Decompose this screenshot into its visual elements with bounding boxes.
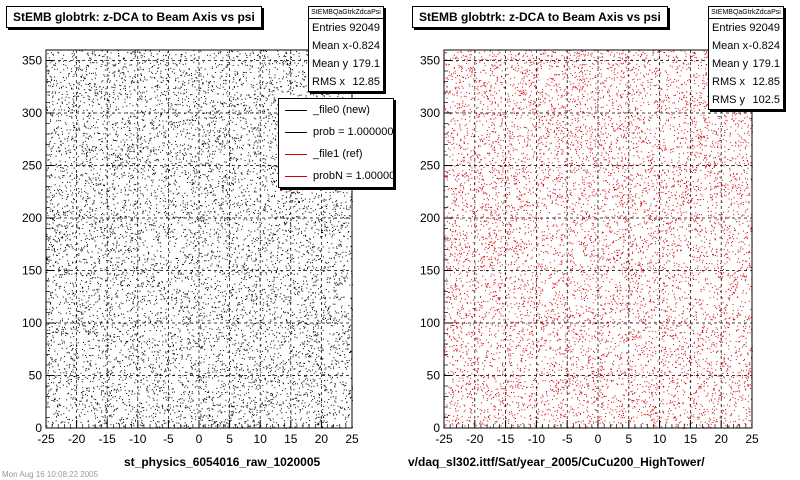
legend-line-icon [285,109,307,111]
y-tick-label: 200 [420,211,440,225]
y-tick-label: 300 [420,106,440,120]
right-stats-row: RMS y 102.5 [709,91,783,109]
x-tick-label: -5 [163,432,174,446]
x-tick-label: -20 [68,432,86,446]
right-stats-label: Mean x [712,40,749,52]
y-tick-label: 250 [22,159,42,173]
right-plot: -25 -20 -15 -10 -5 0 5 10 15 20 250501001502002503… [420,49,759,446]
left-stats-row: Mean y 179.1 [309,55,383,73]
left-stats-value: 179.1 [352,58,380,70]
legend-label: prob = 1.000000 [313,126,394,138]
x-tick-label: 0 [196,432,203,446]
x-tick-label: 25 [345,432,359,446]
right-caption: v/daq_sl302.ittf/Sat/year_2005/CuCu200_H… [408,455,705,469]
x-tick-label: 10 [653,432,667,446]
footer-faint-text: Mon Aug 16 10:08:22 2005 [2,470,99,479]
x-tick-label: 20 [315,432,329,446]
right-stats-value: 12.85 [752,76,780,88]
x-tick-label: -25 [37,432,55,446]
x-tick-label: -15 [497,432,515,446]
left-stats-value: 12.85 [352,76,380,88]
x-tick-label: 10 [254,432,268,446]
right-stats-label: RMS x [712,76,745,88]
legend-entry: probN = 1.000000 [279,165,393,187]
x-tick-label: -10 [528,432,546,446]
y-tick-label: 150 [420,264,440,278]
y-tick-label: 150 [22,264,42,278]
legend-line-icon [285,153,307,155]
right-stats-row: RMS x 12.85 [709,73,783,91]
left-stats-value: -0.824 [348,40,380,52]
x-tick-label: 15 [684,432,698,446]
y-tick-label: 350 [420,54,440,68]
x-tick-label: 5 [226,432,233,446]
y-tick-label: 50 [29,369,43,383]
legend-box: _file0 (new) prob = 1.000000 _file1 (ref… [278,98,394,188]
right-stats-value: -0.824 [748,40,780,52]
x-tick-label: -15 [99,432,117,446]
left-stats-name: StEMBQaGtrkZdcaPsi [309,7,383,19]
y-tick-label: 200 [22,211,42,225]
legend-line-icon [285,175,307,177]
x-tick-label: -25 [435,432,453,446]
legend-label: probN = 1.000000 [313,170,394,182]
legend-entry: _file1 (ref) [279,143,393,165]
x-tick-label: -20 [466,432,484,446]
left-stats-label: RMS x [312,76,345,88]
right-stats-label: Mean y [712,58,749,70]
y-tick-label: 300 [22,106,42,120]
legend-entry: _file0 (new) [279,99,393,121]
right-stats-label: Entries [712,22,747,34]
y-tick-label: 0 [433,421,440,435]
legend-line-icon [285,131,307,133]
left-stats-row: Entries 92049 [309,19,383,37]
left-stats-row: Mean x -0.824 [309,37,383,55]
right-plot-title: StEMB globtrk: z-DCA to Beam Axis vs psi [412,6,668,28]
right-stats-label: RMS y [712,94,745,106]
y-tick-label: 0 [35,421,42,435]
right-stats-row: Entries 92049 [709,19,783,37]
x-tick-label: -5 [562,432,573,446]
legend-label: _file0 (new) [313,104,370,116]
right-stats-row: Mean y 179.1 [709,55,783,73]
right-stats-value: 92049 [749,22,780,34]
x-tick-label: 0 [595,432,602,446]
left-plot-title: StEMB globtrk: z-DCA to Beam Axis vs psi [6,6,262,28]
y-tick-label: 250 [420,159,440,173]
x-tick-label: 5 [625,432,632,446]
left-stats-value: 92049 [349,22,380,34]
left-stats-label: Mean y [312,58,349,70]
scatter-points [46,50,353,429]
right-stats-box: StEMBQaGtrkZdcaPsi Entries 92049 Mean x … [708,6,784,110]
y-tick-label: 100 [22,316,42,330]
y-tick-label: 50 [427,369,441,383]
right-stats-name: StEMBQaGtrkZdcaPsi [709,7,783,19]
left-stats-box: StEMBQaGtrkZdcaPsi Entries 92049 Mean x … [308,6,384,92]
y-tick-label: 350 [22,54,42,68]
right-stats-value: 179.1 [752,58,780,70]
left-stats-row: RMS x 12.85 [309,73,383,91]
legend-entry: prob = 1.000000 [279,121,393,143]
scatter-points [444,50,753,429]
x-tick-label: 20 [715,432,729,446]
x-tick-label: -10 [129,432,147,446]
y-tick-label: 100 [420,316,440,330]
left-caption: st_physics_6054016_raw_1020005 [124,455,321,469]
x-tick-label: 15 [284,432,298,446]
legend-label: _file1 (ref) [313,148,363,160]
left-stats-label: Mean x [312,40,349,52]
right-stats-value: 102.5 [752,94,780,106]
left-stats-label: Entries [312,22,347,34]
right-stats-row: Mean x -0.824 [709,37,783,55]
x-tick-label: 25 [745,432,759,446]
